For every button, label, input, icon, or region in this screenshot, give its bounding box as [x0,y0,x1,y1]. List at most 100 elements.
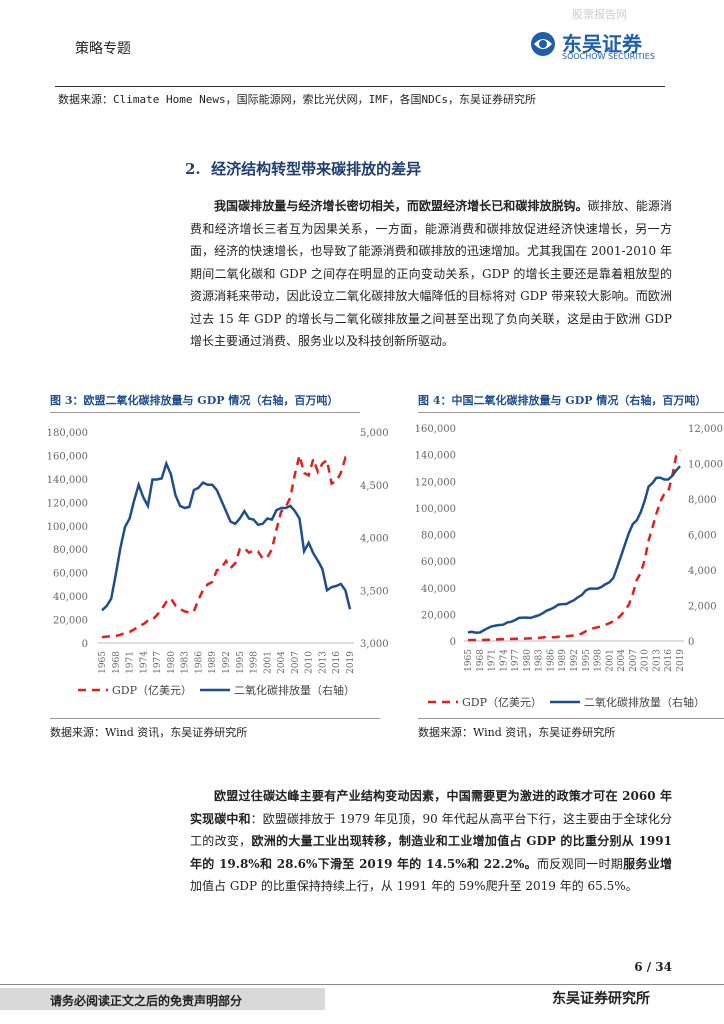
x-tick-label: 1968 [112,651,122,674]
x-tick-label: 1977 [511,649,521,672]
figure-source: 数据来源：Wind 资讯，东吴证券研究所 [50,718,380,740]
y-tick-label: 60,000 [53,569,88,580]
y2-tick-label: 3,000 [360,639,389,650]
x-tick-label: 1971 [488,649,498,672]
y-tick-label: 20,000 [421,610,456,621]
x-tick-label: 2016 [664,649,674,672]
header-title: 策略专题 [75,41,131,57]
figure-title: 图 4：中国二氧化碳排放量与 GDP 情况（右轴，百万吨） [418,392,724,413]
x-tick-label: 1983 [535,649,545,672]
text-run: 欧洲的大量工业出现转移，制造业和工业增加值占 GDP 的比重分别从 1991 年… [190,834,672,871]
text-run: 我国碳排放量与经济增长密切相关，而欧盟经济增长已和碳排放脱钩。 [214,199,588,213]
watermark: 股票报告网 [572,8,627,21]
y-tick-label: 140,000 [47,475,88,486]
y-tick-label: 40,000 [53,592,88,603]
x-tick-label: 1995 [236,651,246,674]
text-run: 而反观同一时期 [536,856,624,871]
x-tick-label: 1983 [181,651,191,674]
x-tick-label: 2001 [263,651,273,674]
y-tick-label: 80,000 [421,531,456,542]
x-tick-label: 2007 [629,649,639,672]
x-tick-label: 2004 [617,649,627,672]
x-tick-label: 1980 [523,649,533,672]
y-tick-label: 0 [450,637,456,648]
y-tick-label: 40,000 [421,584,456,595]
x-tick-label: 2019 [676,649,686,672]
footer-rule [0,984,724,985]
y-tick-label: 80,000 [53,545,88,556]
y-tick-label: 160,000 [415,424,456,435]
x-tick-label: 1995 [582,649,592,672]
legend-label: 二氧化碳排放量（右轴） [234,683,355,697]
y-tick-label: 0 [82,639,88,650]
text-run: 加值占 GDP 的比重保持持续上行，从 1991 年的 59%爬升至 2019 … [190,879,638,893]
footer-bar [0,988,325,1010]
y2-tick-label: 10,000 [688,460,723,471]
x-tick-label: 1968 [476,649,486,672]
y-tick-label: 100,000 [415,504,456,515]
source-top: 数据来源：Climate Home News，国际能源网，索比光伏网，IMF，各… [58,93,536,106]
x-tick-label: 2007 [291,651,301,674]
x-tick-label: 2013 [652,649,662,672]
y-tick-label: 160,000 [47,451,88,462]
x-tick-label: 1965 [98,651,108,674]
x-tick-label: 1992 [570,649,580,672]
paragraph: 欧盟过往碳达峰主要有产业结构变动因素，中国需要更为激进的政策才可在 2060 年… [190,785,672,898]
series-line [101,460,352,612]
series-line [101,454,351,639]
y-tick-label: 120,000 [47,498,88,509]
y2-tick-label: 4,000 [360,534,389,545]
figure-title: 图 3：欧盟二氧化碳排放量与 GDP 情况（右轴，百万吨） [50,392,360,413]
legend-label: 二氧化碳排放量（右轴） [584,695,705,709]
x-tick-label: 2010 [641,649,651,672]
logo-en: SOOCHOW SECURITIES [562,52,655,61]
y-tick-label: 120,000 [415,477,456,488]
y2-tick-label: 5,000 [360,428,389,439]
y2-tick-label: 2,000 [688,602,717,613]
x-tick-label: 1986 [546,649,556,672]
text-run: 欧盟过往碳达峰主要有产业结构变动因素，中国需要更为激进的政策才可在 2060 年… [190,789,672,826]
x-tick-label: 2001 [605,649,615,672]
x-tick-label: 2010 [305,651,315,674]
x-tick-label: 1998 [250,651,260,674]
legend-label: GDP（亿美元） [112,684,192,697]
y2-tick-label: 4,000 [688,566,717,577]
text-run: 服务业增 [623,856,672,871]
x-tick-label: 1989 [208,651,218,674]
y2-tick-label: 4,500 [360,481,389,492]
x-tick-label: 1986 [194,651,204,674]
logo-cn: 东吴证券 [562,32,642,56]
x-tick-label: 1974 [139,651,149,674]
logo-icon [531,32,555,56]
text-run: ：欧盟碳排放于 1979 年见顶，90 年代起从高平台下行，这主要由于全球化分工… [190,811,672,849]
y2-tick-label: 12,000 [688,424,723,435]
x-tick-label: 2019 [346,651,356,674]
x-tick-label: 1974 [499,649,509,672]
section-title: 2. 经济结构转型带来碳排放的差异 [185,160,422,178]
y-tick-label: 60,000 [421,557,456,568]
series-line [467,449,682,642]
series-line [467,465,681,634]
y-tick-label: 140,000 [415,451,456,462]
y2-tick-label: 6,000 [688,531,717,542]
y2-tick-label: 3,500 [360,586,389,597]
footer-org: 东吴证券研究所 [552,991,650,1007]
text-run: 碳排放、能源消费和经济增长三者互为因果关系，一方面，能源消费和碳排放促进经济快速… [190,199,672,348]
x-tick-label: 1971 [126,651,136,674]
y-tick-label: 100,000 [47,522,88,533]
footer-disclaimer: 请务必阅读正文之后的免责声明部分 [50,994,243,1008]
x-tick-label: 1977 [153,651,163,674]
figure-source: 数据来源：Wind 资讯，东吴证券研究所 [418,718,724,740]
x-tick-label: 2013 [318,651,328,674]
x-tick-label: 1989 [558,649,568,672]
y-tick-label: 180,000 [47,428,88,439]
legend-label: GDP（亿美元） [462,696,542,709]
x-tick-label: 1980 [167,651,177,674]
x-tick-label: 2004 [277,651,287,674]
y-tick-label: 20,000 [53,616,88,627]
x-tick-label: 1965 [464,649,474,672]
x-tick-label: 2016 [332,651,342,674]
x-tick-label: 1998 [594,649,604,672]
